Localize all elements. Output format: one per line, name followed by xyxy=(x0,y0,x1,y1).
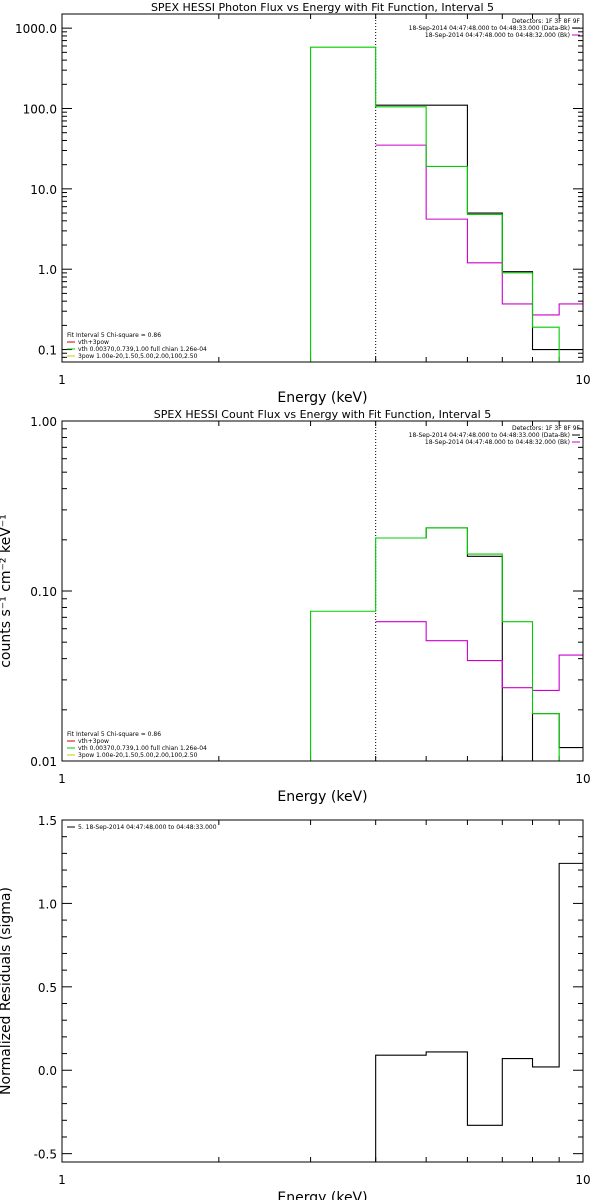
x-tick-label: 10 xyxy=(575,373,590,387)
plot-frame xyxy=(61,420,584,762)
chart-panel-2: SPEX HESSI Count Flux vs Energy with Fit… xyxy=(0,408,591,805)
y-tick-label: 0.01 xyxy=(30,755,57,769)
y-tick-label: 0.0 xyxy=(38,1064,57,1078)
y-tick-label: 0.1 xyxy=(38,344,57,358)
legend-entry: 18-Sep-2014 04:47:48.000 to 04:48:32.000… xyxy=(425,439,570,446)
y-tick-label: 0.5 xyxy=(38,981,57,995)
chart-title: SPEX HESSI Count Flux vs Energy with Fit… xyxy=(154,408,491,421)
legend-entry: 3pow 1.00e-20,1.50,5.00,2.00,100,2.50 xyxy=(78,752,198,759)
series-data-bk-line xyxy=(375,104,583,351)
series-residuals-line xyxy=(375,862,583,1162)
x-tick-label: 10 xyxy=(575,772,590,786)
x-axis-label: Energy (keV) xyxy=(277,789,367,805)
legend-entry: Detectors: 1F 3F 8F 9F xyxy=(512,18,581,25)
series-vth-3pow-line xyxy=(310,46,560,362)
legend-entry: Fit Interval 5 Chi-square = 0.86 xyxy=(67,332,161,339)
legend-entry: vth+3pow xyxy=(78,738,109,745)
y-axis-label: counts s⁻¹ cm⁻² keV⁻¹ xyxy=(0,514,14,668)
x-tick-label: 1 xyxy=(58,1173,66,1187)
legend-entry: vth 0.00370,0.739,1.00 full chian 1.26e-… xyxy=(78,346,207,353)
y-tick-label: 1000.0 xyxy=(15,22,57,36)
x-tick-label: 1 xyxy=(58,772,66,786)
legend-entry: 3pow 1.00e-20,1.50,5.00,2.00,100,2.50 xyxy=(78,353,198,360)
y-tick-label: 1.5 xyxy=(38,814,57,828)
series-bk-line xyxy=(375,621,583,692)
x-axis-label: Energy (keV) xyxy=(277,1190,367,1200)
chart-panel-1: SPEX HESSI Photon Flux vs Energy with Fi… xyxy=(15,1,591,406)
y-tick-label: -0.5 xyxy=(34,1148,57,1162)
legend-entry: vth+3pow xyxy=(78,339,109,346)
legend-entry: vth 0.00370,0.739,1.00 full chian 1.26e-… xyxy=(78,745,207,752)
series-group xyxy=(375,862,583,1162)
y-tick-label: 1.00 xyxy=(30,415,57,429)
series-bk-line xyxy=(375,144,583,316)
y-tick-label: 1.0 xyxy=(38,897,57,911)
series-vth-3pow-line xyxy=(310,527,560,761)
legend-entry: Fit Interval 5 Chi-square = 0.86 xyxy=(67,731,161,738)
legend-entry: 5. 18-Sep-2014 04:47:48.000 to 04:48:33.… xyxy=(78,824,217,831)
chart-panel-3: 1 10 -0.5 0.0 0.5 1.0 1.5 Energy (keV) Normalize… xyxy=(0,814,591,1200)
series-data-bk-line xyxy=(375,527,583,761)
y-tick-label: 10.0 xyxy=(30,183,57,197)
series-group xyxy=(310,46,583,362)
plot-frame xyxy=(61,13,584,363)
x-axis-label: Energy (keV) xyxy=(277,390,367,406)
x-tick-label: 1 xyxy=(58,373,66,387)
series-group xyxy=(310,527,583,761)
legend-entry: 18-Sep-2014 04:47:48.000 to 04:48:32.000… xyxy=(425,32,570,39)
x-tick-label: 10 xyxy=(575,1173,590,1187)
y-tick-label: 100.0 xyxy=(23,103,57,117)
y-tick-label: 0.10 xyxy=(30,585,57,599)
y-tick-label: 1.0 xyxy=(38,263,57,277)
legend-entry: 18-Sep-2014 04:47:48.000 to 04:48:33.000… xyxy=(409,432,570,439)
plot-frame xyxy=(61,819,584,1163)
legend-entry: 18-Sep-2014 04:47:48.000 to 04:48:33.000… xyxy=(409,25,570,32)
chart-title: SPEX HESSI Photon Flux vs Energy with Fi… xyxy=(151,1,494,14)
y-axis-label: Normalized Residuals (sigma) xyxy=(0,887,14,1095)
legend-entry: Detectors: 1F 3F 8F 9F xyxy=(512,425,581,432)
